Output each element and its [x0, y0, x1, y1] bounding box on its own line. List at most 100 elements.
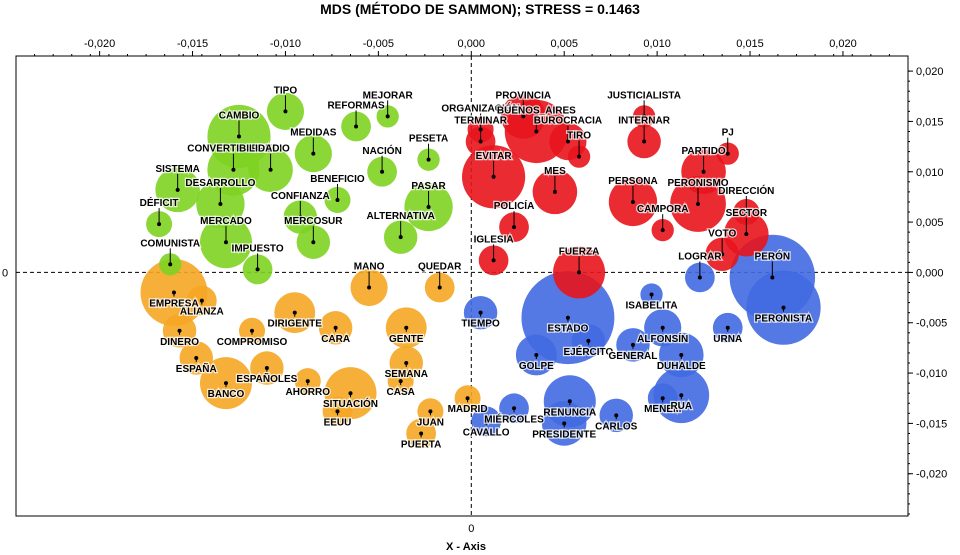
point-dot: [218, 201, 223, 206]
point-dot: [398, 235, 403, 240]
x-tick-label: 0,000: [458, 38, 486, 50]
y-tick-label: -0,005: [916, 318, 947, 330]
point-dot: [697, 275, 702, 280]
point-dot: [199, 298, 204, 303]
point-label: URNA: [713, 334, 742, 345]
point-label: PUERTA: [401, 439, 441, 450]
point-label: ESPAÑOLES: [236, 372, 297, 385]
y-tick-label: 0,015: [916, 116, 944, 128]
point-dot: [577, 154, 582, 159]
labels-layer: TIPO MEJORARREFORMASCAMBIOMEDIDASPRECIOCO…: [138, 84, 813, 452]
point-dot: [404, 361, 409, 366]
point-label: IGLESIA: [474, 234, 514, 245]
point-label: QUEDAR: [418, 262, 462, 273]
point-label: EVITAR: [476, 151, 513, 162]
point-dot: [781, 305, 786, 310]
point-label: GOLPE: [519, 361, 554, 372]
point-dot: [478, 139, 483, 144]
point-dot: [614, 413, 619, 418]
point-dot: [354, 124, 359, 129]
point-label: MES: [544, 166, 566, 177]
point-label: PARTIDO: [681, 146, 725, 157]
point-dot: [512, 225, 517, 230]
point-dot: [630, 199, 635, 204]
point-dot: [465, 396, 470, 401]
point-label: ESTADO: [547, 324, 588, 335]
point-dot: [744, 232, 749, 237]
point-dot: [194, 355, 199, 360]
point-label: DÉFICIT: [140, 196, 179, 209]
point-label: PASAR: [411, 181, 446, 192]
y-tick-label: 0,020: [916, 66, 944, 78]
point-label: MADRID: [448, 404, 488, 415]
point-label: DUHALDE: [657, 361, 706, 372]
point-label: ISABELITA: [626, 301, 678, 312]
point-label: PERONISMO: [667, 178, 728, 189]
point-dot: [237, 134, 241, 139]
point-label: ALIANZA: [180, 307, 224, 318]
point-dot: [305, 379, 310, 384]
point-label: CAMPORA: [637, 204, 689, 215]
point-label: SEMANA: [385, 369, 428, 380]
point-label: PERSONA: [608, 176, 657, 187]
point-dot: [491, 258, 496, 263]
x-tick-label: -0,020: [84, 38, 115, 50]
point-dot: [264, 366, 269, 371]
point-label: BANCO: [208, 389, 245, 400]
point-label: CASA: [387, 387, 415, 398]
point-dot: [534, 352, 539, 357]
point-dot: [335, 197, 340, 202]
point-label: POLICÍA: [494, 199, 535, 212]
point-label: LOGRAR: [678, 251, 722, 262]
point-dot: [385, 114, 390, 119]
point-label: COMPROMISO: [217, 337, 288, 348]
y-tick-label: 0,005: [916, 217, 944, 229]
point-label: TIRO: [567, 131, 591, 142]
y-tick-label: -0,020: [916, 469, 947, 481]
point-dot: [577, 270, 582, 275]
point-dot: [562, 421, 567, 426]
point-dot: [223, 381, 228, 386]
point-label: ESPAÑA: [176, 362, 217, 375]
y-tick-label: -0,010: [916, 368, 947, 380]
point-dot: [744, 210, 749, 215]
point-dot: [642, 139, 647, 144]
point-dot: [426, 204, 431, 209]
point-dot: [534, 129, 539, 134]
x-tick-label: -0,005: [363, 38, 394, 50]
point-label: MANO: [354, 262, 385, 273]
point-label: CARA: [321, 334, 350, 345]
point-dot: [255, 267, 260, 272]
point-label: RUA: [670, 401, 692, 412]
y-tick-label: -0,015: [916, 418, 947, 430]
point-dot: [268, 167, 273, 172]
x-tick-label: 0,010: [643, 38, 671, 50]
point-label: JUAN: [417, 417, 444, 428]
point-label: ALTERNATIVA: [367, 211, 435, 222]
point-label: PESETA: [409, 134, 448, 145]
point-label: PROVINCIA: [496, 90, 552, 101]
point-dot: [649, 292, 654, 297]
point-dot: [283, 109, 288, 114]
point-label: PRECIO: [251, 144, 290, 155]
point-label: SITUACIÓN: [323, 397, 378, 410]
x-tick-label: 0,020: [829, 38, 857, 50]
point-dot: [311, 151, 316, 156]
point-dot: [380, 169, 385, 174]
point-dot: [478, 310, 483, 315]
point-dot: [428, 409, 433, 414]
point-label: CONVERTIBILIDAD: [187, 144, 279, 155]
point-dot: [725, 151, 730, 156]
point-label: JUSTICIALISTA: [607, 90, 681, 101]
x-axis-label: X - Axis: [446, 541, 486, 553]
point-label: CARLOS: [595, 421, 638, 432]
point-dot: [491, 174, 496, 179]
point-label: BUENOS_AIRES: [497, 105, 576, 116]
point-dot: [725, 325, 730, 330]
point-label: SECTOR: [726, 208, 768, 219]
point-dot: [292, 310, 297, 315]
x-tick-label: 0,015: [736, 38, 764, 50]
point-dot: [311, 240, 316, 245]
point-dot: [642, 114, 647, 119]
y-tick-label: 0,000: [916, 267, 944, 279]
